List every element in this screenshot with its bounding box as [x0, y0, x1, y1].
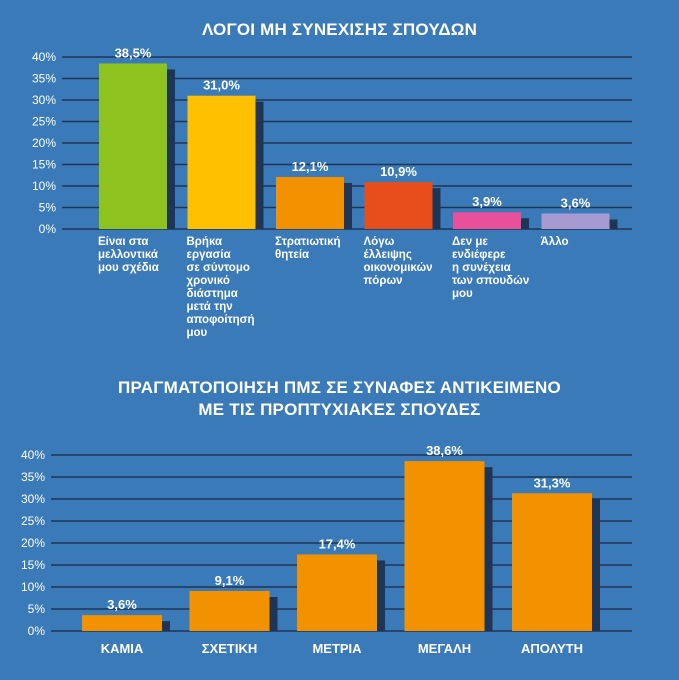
- x-category-label: Δεν με ενδιέφερε η συνέχεια των σπουδών …: [452, 236, 530, 300]
- bar-3: [297, 554, 377, 631]
- x-category-label: ΜΕΤΡΙΑ: [312, 641, 362, 656]
- bar-value-label: 3,9%: [472, 194, 502, 209]
- x-category-label: Στρατιωτική θητεία: [275, 236, 341, 261]
- chart-2-title: ΠΡΑΓΜΑΤΟΠΟΙΗΣΗ ΠΜΣ ΣΕ ΣΥΝΑΦΕΣ ΑΝΤΙΚΕΙΜΕΝ…: [0, 377, 679, 421]
- bar-value-label: 9,1%: [215, 573, 245, 588]
- bar-value-label: 3,6%: [561, 196, 591, 211]
- bar-1: [99, 63, 167, 230]
- chart-1-plot: 0% 5% 10% 15% 20% 25% 30% 35% 40% 38,5% 31,0% 12,1%…: [32, 45, 632, 236]
- y-tick-label: 5%: [28, 602, 46, 616]
- x-category-label: ΜΕΓΑΛΗ: [417, 641, 472, 656]
- y-tick-label: 35%: [32, 72, 56, 86]
- y-tick-label: 30%: [21, 492, 45, 506]
- y-tick-label: 40%: [21, 448, 45, 462]
- y-tick-label: 25%: [32, 115, 56, 129]
- bar-5: [512, 493, 592, 631]
- bar-value-label: 38,5%: [115, 45, 152, 60]
- x-category-label: ΣΧΕΤΙΚΗ: [201, 641, 258, 656]
- y-tick-label: 35%: [21, 470, 45, 484]
- bar-5: [453, 212, 521, 229]
- chart-1-title: ΛΟΓΟΙ ΜΗ ΣΥΝΕΧΙΣΗΣ ΣΠΟΥΔΩΝ: [201, 20, 478, 39]
- bar-6: [541, 213, 610, 229]
- bar-1: [82, 615, 162, 631]
- bar-2: [187, 95, 256, 229]
- y-tick-label: 0%: [28, 624, 46, 638]
- bar-value-label: 17,4%: [319, 536, 356, 551]
- y-tick-label: 20%: [32, 136, 56, 150]
- x-category-label: Λόγω έλλειψης οικονομικών πόρων: [363, 236, 433, 287]
- bar-4: [404, 461, 485, 631]
- y-tick-label: 40%: [32, 50, 56, 64]
- chart-2-title-line-2: ΜΕ ΤΙΣ ΠΡΟΠΤΥΧΙΑΚΕΣ ΣΠΟΥΔΕΣ: [198, 400, 481, 419]
- bar-value-label: 10,9%: [380, 164, 417, 179]
- x-category-label: Βρήκα εργασία σε σύντομο χρονικό διάστημ…: [186, 236, 255, 339]
- y-tick-label: 0%: [39, 222, 57, 236]
- x-category-label: Είναι στα μελλοντικά μου σχέδια: [98, 236, 159, 274]
- bar-4: [364, 182, 433, 229]
- chart-2-title-line-1: ΠΡΑΓΜΑΤΟΠΟΙΗΣΗ ΠΜΣ ΣΕ ΣΥΝΑΦΕΣ ΑΝΤΙΚΕΙΜΕΝ…: [118, 378, 561, 397]
- bar-value-label: 31,3%: [534, 475, 571, 490]
- x-category-label: Άλλο: [540, 236, 569, 248]
- y-tick-label: 15%: [32, 158, 56, 172]
- y-tick-label: 10%: [32, 179, 56, 193]
- y-tick-label: 20%: [21, 536, 45, 550]
- bar-2: [189, 590, 270, 631]
- bar-value-label: 38,6%: [426, 443, 463, 458]
- bar-3: [276, 176, 344, 229]
- bar-value-label: 31,0%: [203, 78, 240, 93]
- y-tick-label: 30%: [32, 93, 56, 107]
- bar-value-label: 3,6%: [107, 597, 137, 612]
- x-category-label: ΑΠΟΛΥΤΗ: [520, 641, 584, 656]
- y-tick-label: 10%: [21, 580, 45, 594]
- y-tick-label: 5%: [39, 201, 57, 215]
- bar-value-label: 12,1%: [292, 159, 329, 174]
- x-category-label: ΚΑΜΙΑ: [100, 641, 144, 656]
- y-tick-label: 15%: [21, 558, 45, 572]
- y-tick-label: 25%: [21, 514, 45, 528]
